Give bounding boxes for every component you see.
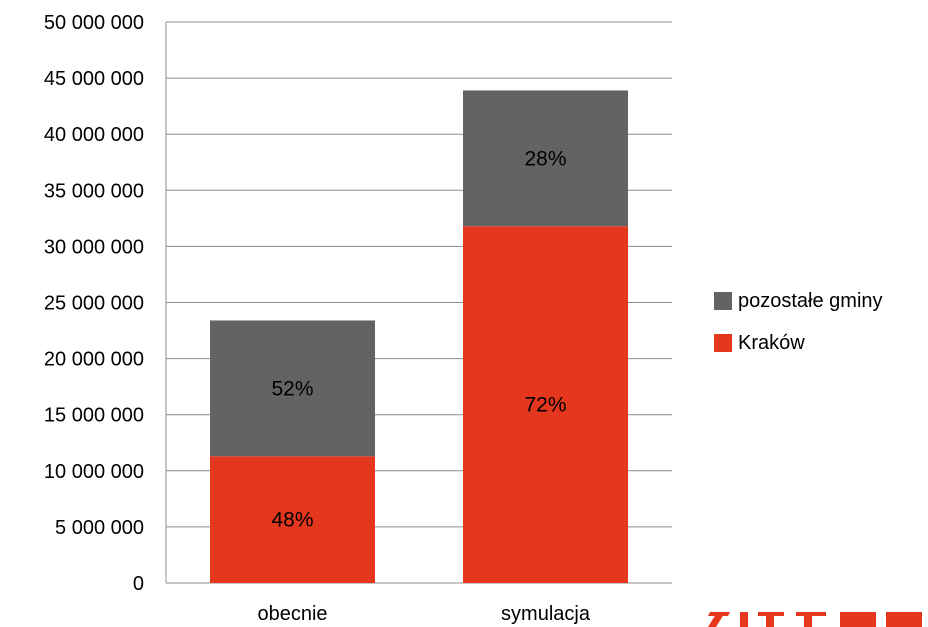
legend-item-pozostale-gminy: pozostałe gminy	[714, 285, 883, 317]
logo-fragment-icon	[700, 608, 928, 627]
logo-part-6	[796, 612, 826, 616]
logo-part-5	[766, 616, 774, 627]
x-tick-label: obecnie	[257, 603, 327, 625]
bar-segment	[210, 320, 375, 457]
legend: pozostałe gminy Kraków	[714, 285, 883, 369]
logo-shape	[708, 612, 922, 627]
legend-swatch-pozostale-gminy	[714, 292, 732, 310]
bars: 48% 52% 72% 28%	[210, 90, 628, 584]
legend-label-krakow: Kraków	[738, 331, 805, 354]
logo-part-9	[886, 612, 922, 627]
y-tick-label: 20 000 000	[44, 349, 144, 371]
logo-glyphs	[708, 612, 922, 627]
data-label: 28%	[524, 147, 566, 170]
bar-segment	[463, 226, 628, 584]
bar-segment	[463, 90, 628, 227]
y-tick-label: 25 000 000	[44, 293, 144, 315]
y-tick-label: 10 000 000	[44, 461, 144, 483]
y-tick-label: 40 000 000	[44, 124, 144, 146]
y-tick-labels: 0 5 000 000 10 000 000 15 000 000 20 000 000…	[44, 12, 144, 595]
logo-part-3	[740, 612, 748, 627]
legend-swatch-krakow	[714, 334, 732, 352]
logo-part-8	[840, 612, 876, 627]
y-tick-label: 30 000 000	[44, 236, 144, 258]
data-label: 52%	[271, 377, 313, 400]
x-tick-labels: obecnie symulacja	[257, 603, 590, 625]
legend-item-krakow: Kraków	[714, 327, 883, 359]
y-tick-label: 35 000 000	[44, 180, 144, 202]
legend-label-pozostale-gminy: pozostałe gminy	[738, 289, 883, 312]
x-tick-label: symulacja	[501, 603, 591, 625]
y-tick-label: 0	[133, 573, 144, 595]
logo-part-7	[804, 616, 812, 627]
bar-segment	[210, 456, 375, 583]
y-tick-label: 45 000 000	[44, 68, 144, 90]
data-label: 72%	[524, 394, 566, 417]
logo-part-4	[758, 612, 784, 616]
y-tick-label: 50 000 000	[44, 12, 144, 34]
y-tick-label: 15 000 000	[44, 405, 144, 427]
logo-part-1	[708, 614, 724, 627]
y-tick-label: 5 000 000	[55, 517, 144, 539]
logo-part-2	[708, 612, 730, 616]
data-label: 48%	[271, 509, 313, 532]
